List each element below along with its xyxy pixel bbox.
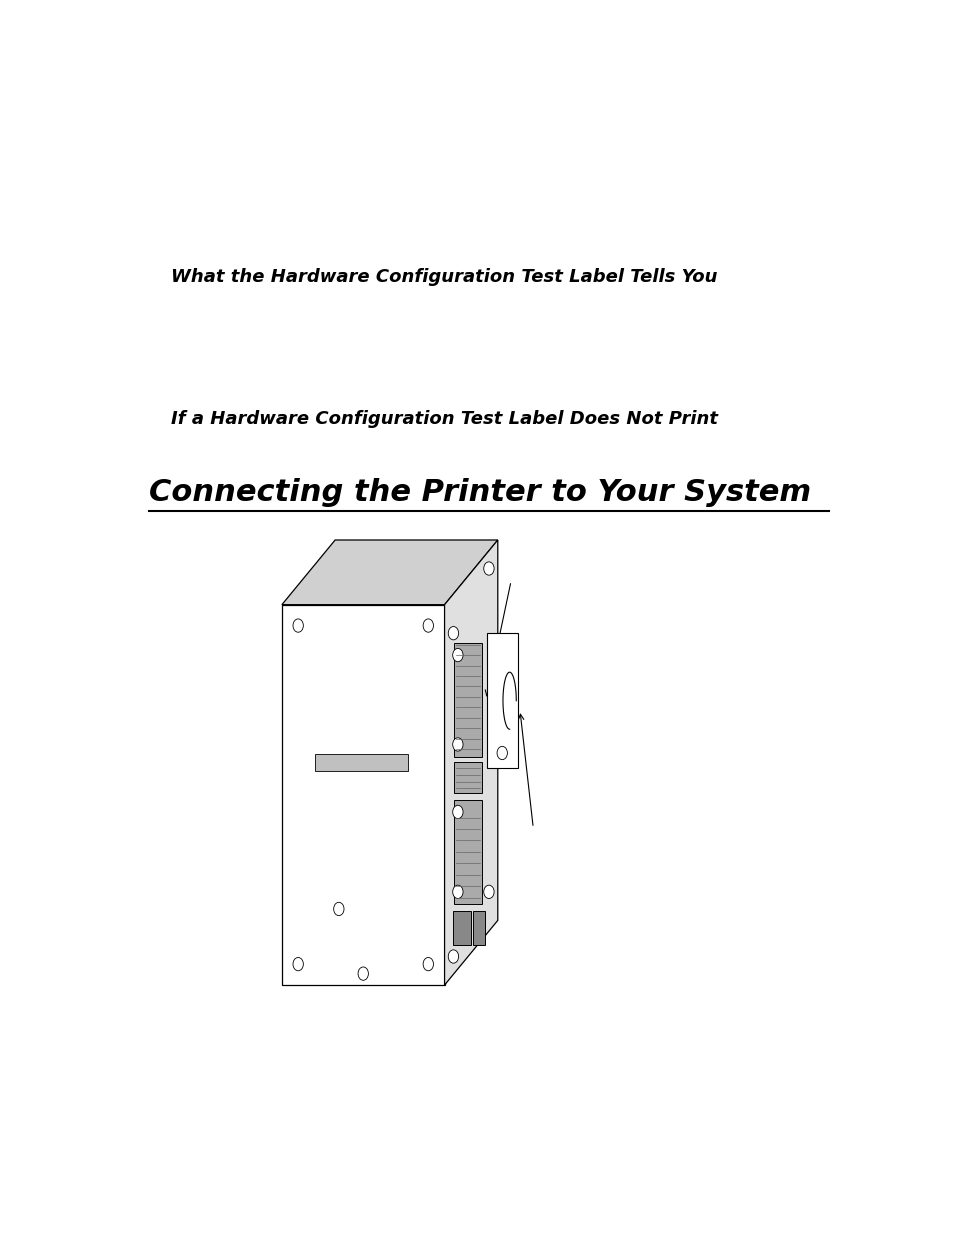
Circle shape: [448, 950, 458, 963]
Polygon shape: [453, 911, 471, 945]
Polygon shape: [486, 634, 517, 768]
Circle shape: [423, 619, 433, 632]
Circle shape: [453, 885, 462, 899]
Polygon shape: [444, 540, 497, 986]
Polygon shape: [454, 799, 482, 904]
Circle shape: [357, 967, 368, 981]
Polygon shape: [282, 540, 497, 605]
Polygon shape: [282, 605, 444, 986]
Text: What the Hardware Configuration Test Label Tells You: What the Hardware Configuration Test Lab…: [172, 268, 717, 285]
Circle shape: [483, 562, 494, 576]
Circle shape: [448, 626, 458, 640]
Polygon shape: [454, 762, 482, 793]
Circle shape: [453, 648, 462, 662]
Circle shape: [483, 885, 494, 899]
Polygon shape: [473, 911, 485, 945]
Circle shape: [453, 737, 462, 751]
Polygon shape: [454, 642, 482, 757]
Circle shape: [423, 957, 433, 971]
Circle shape: [293, 619, 303, 632]
Polygon shape: [314, 753, 407, 771]
Circle shape: [293, 957, 303, 971]
Circle shape: [453, 805, 462, 819]
Circle shape: [497, 746, 507, 760]
Text: Connecting the Printer to Your System: Connecting the Printer to Your System: [149, 478, 810, 506]
Circle shape: [334, 903, 344, 915]
Text: If a Hardware Configuration Test Label Does Not Print: If a Hardware Configuration Test Label D…: [171, 410, 718, 429]
